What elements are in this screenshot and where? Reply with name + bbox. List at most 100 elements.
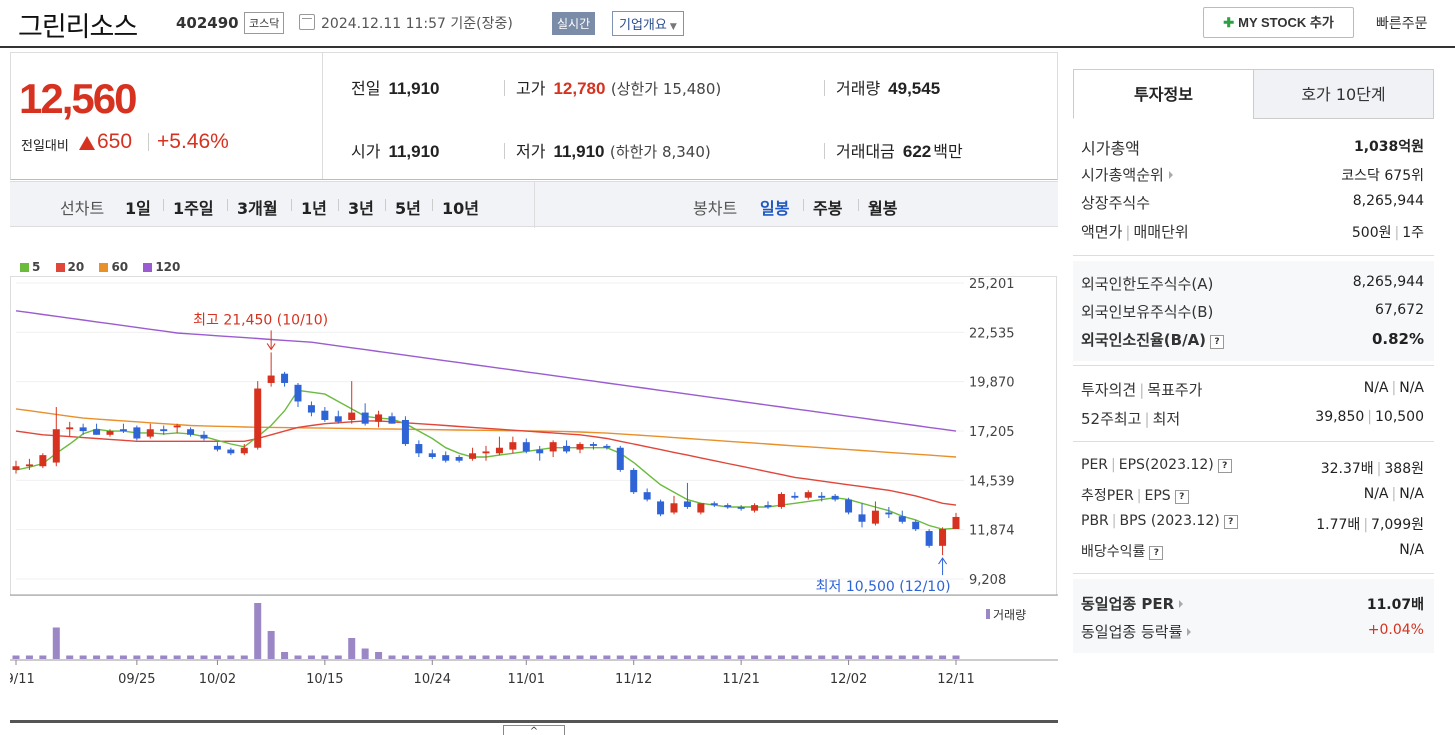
header: 그린리소스 402490 코스닥 2024.12.11 11:57 기준(장중)…	[0, 0, 1455, 48]
info-key-text: 배당수익률	[1081, 544, 1146, 560]
y-tick-label: 25,201	[969, 277, 1015, 292]
high-price: 고가 12,780 (상한가 15,480)	[516, 75, 721, 99]
info-key-text2: EPS(2023.12)	[1118, 457, 1214, 473]
add-mystock-button[interactable]: ✚ MY STOCK 추가	[1203, 7, 1354, 38]
legend-ma20-label: 20	[67, 260, 85, 274]
info-group-foreign: 외국인한도주식수(A) 8,265,944 외국인보유주식수(B) 67,672 외…	[1073, 261, 1434, 361]
candle-daily[interactable]: 일봉	[760, 199, 790, 218]
info-row[interactable]: 동일업종 등락률 +0.04%	[1073, 617, 1434, 643]
ma120-line	[15, 310, 957, 432]
info-key: 시가총액순위	[1081, 164, 1173, 185]
info-value: 32.37배 | 388원	[1321, 458, 1424, 478]
volume-bar	[495, 655, 503, 659]
candle-body	[616, 447, 624, 470]
corp-overview-dropdown[interactable]: 기업개요 ▼	[612, 11, 684, 36]
info-key: 시가총액	[1081, 139, 1140, 158]
quick-order-link[interactable]: 빠른주문	[1376, 16, 1428, 32]
info-key-text2: 목표주가	[1147, 381, 1203, 399]
info-key: 액면가 | 매매단위	[1081, 221, 1189, 242]
x-tick-label: 09/25	[118, 672, 155, 687]
help-icon[interactable]: ?	[1217, 459, 1232, 473]
candle-body	[683, 501, 691, 507]
volume-bar	[536, 655, 544, 659]
volume-bar	[952, 655, 960, 659]
period-5y[interactable]: 5년	[395, 199, 421, 218]
info-row[interactable]: 시가총액순위 코스닥 675위	[1073, 160, 1434, 186]
volume-bar	[79, 655, 87, 659]
candle-body	[160, 429, 168, 432]
candle-body	[227, 449, 235, 454]
volume-bar	[939, 655, 947, 659]
candle-chart-label: 봉차트	[693, 199, 738, 218]
info-value: N/A	[1399, 542, 1424, 558]
lower-limit: (하한가 8,340)	[609, 143, 711, 161]
volume-bar	[818, 655, 826, 659]
candle-body	[93, 429, 101, 435]
candle-body	[334, 416, 342, 422]
volume-bar	[643, 655, 651, 659]
period-1y[interactable]: 1년	[301, 199, 327, 218]
candle-monthly[interactable]: 월봉	[868, 199, 898, 218]
info-row[interactable]: 동일업종 PER 11.07배	[1073, 589, 1434, 615]
candle-body	[925, 531, 933, 546]
open-value: 11,910	[388, 142, 440, 161]
candle-body	[952, 516, 960, 529]
candle-body	[133, 427, 141, 439]
help-icon[interactable]: ?	[1174, 490, 1189, 504]
info-value: 39,850 | 10,500	[1315, 409, 1424, 425]
info-row: 외국인한도주식수(A) 8,265,944	[1073, 269, 1434, 295]
tab-order-book[interactable]: 호가 10단계	[1253, 69, 1434, 119]
candle-weekly[interactable]: 주봉	[813, 199, 843, 218]
volume-bar	[307, 655, 315, 659]
info-value-text: 39,850	[1315, 409, 1365, 425]
help-icon[interactable]: ?	[1210, 335, 1225, 349]
candle-body	[213, 445, 221, 450]
price-current-box: 12,560 전일대비 650 +5.46%	[11, 53, 323, 179]
chevron-up-icon: ^	[529, 726, 539, 735]
volume-bar	[630, 655, 638, 659]
candle-body	[442, 455, 450, 461]
period-3y[interactable]: 3년	[348, 199, 374, 218]
volume-bar	[563, 655, 571, 659]
info-row: PBR | BPS (2023.12)? 1.77배 | 7,099원	[1073, 509, 1434, 535]
candle-body	[12, 466, 20, 470]
current-price: 12,560	[19, 75, 137, 122]
info-value-text: N/A	[1363, 380, 1389, 396]
info-key-text: PBR	[1081, 513, 1109, 529]
market-badge: 코스닥	[244, 12, 285, 34]
period-3m[interactable]: 3개월	[237, 199, 278, 218]
divider	[824, 143, 825, 159]
legend-swatch	[143, 263, 153, 272]
period-1d[interactable]: 1일	[125, 199, 151, 218]
trade-amount: 거래대금 622 백만	[836, 138, 963, 162]
candle-body	[791, 495, 799, 498]
divider: |	[1111, 513, 1117, 529]
candle-body	[804, 492, 812, 498]
period-10y[interactable]: 10년	[442, 199, 479, 218]
chart-collapse-button[interactable]: ^	[503, 725, 565, 735]
candle-body	[200, 434, 208, 439]
help-icon[interactable]: ?	[1223, 515, 1238, 529]
x-tick-label: 10/15	[306, 672, 343, 687]
candle-body	[737, 506, 745, 509]
divider	[858, 199, 859, 211]
candlestick-svg[interactable]: 25,201 22,535 19,870 17,205 14,539 11,874 9,20…	[0, 228, 1058, 723]
candle-body	[401, 419, 409, 445]
candle-body	[146, 429, 154, 437]
info-row: 상장주식수 8,265,944	[1073, 188, 1434, 214]
info-key-text: PER	[1081, 457, 1109, 473]
low-annotation: 최저 10,500 (12/10)	[816, 579, 951, 595]
period-1w[interactable]: 1주일	[173, 199, 214, 218]
x-tick-label: 11/21	[722, 672, 759, 687]
legend-swatch	[55, 263, 65, 272]
volume-bar	[791, 655, 799, 659]
tab-investment-info[interactable]: 투자정보	[1073, 69, 1254, 119]
legend-ma120-label: 120	[155, 260, 181, 274]
candle-body	[697, 503, 705, 513]
chart-legend: 5 20 60 120	[20, 260, 191, 274]
low-arrow-head	[938, 557, 947, 565]
x-tick-label: 09/11	[10, 672, 35, 687]
realtime-badge[interactable]: 실시간	[552, 12, 596, 35]
volume-bar	[912, 655, 920, 659]
help-icon[interactable]: ?	[1149, 546, 1164, 560]
